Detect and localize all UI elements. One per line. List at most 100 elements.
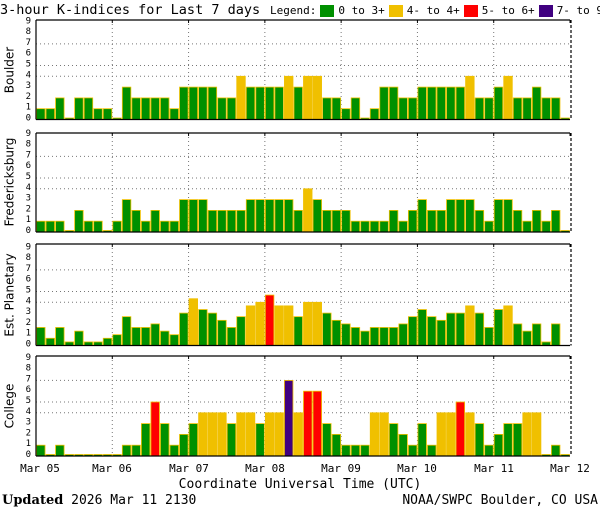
bar bbox=[398, 323, 408, 346]
bar bbox=[522, 412, 532, 457]
bar bbox=[551, 444, 561, 457]
bar bbox=[379, 327, 389, 346]
bar bbox=[74, 330, 84, 346]
bar bbox=[493, 309, 504, 346]
bar bbox=[121, 444, 132, 457]
legend-entry: 0 to 3+ bbox=[338, 4, 385, 17]
x-tick-label: Mar 12 bbox=[550, 462, 590, 475]
bar bbox=[322, 97, 332, 120]
bar bbox=[284, 75, 294, 120]
bar bbox=[236, 412, 246, 457]
y-tick-label: 7 bbox=[26, 150, 31, 160]
y-tick-label: 0 bbox=[26, 114, 31, 124]
bar bbox=[284, 305, 294, 346]
bar bbox=[446, 86, 456, 120]
x-tick-label: Mar 09 bbox=[321, 462, 361, 475]
y-axis-label-fredericksburg: Fredericksburg bbox=[2, 137, 17, 227]
legend-entry: 4- to 4+ bbox=[406, 4, 460, 17]
bar bbox=[226, 97, 237, 120]
bar bbox=[369, 327, 380, 346]
bar bbox=[417, 199, 427, 233]
bar bbox=[322, 312, 332, 346]
bar bbox=[245, 305, 256, 346]
y-tick-label: 5 bbox=[26, 396, 31, 406]
bar bbox=[217, 412, 227, 457]
bar bbox=[379, 220, 389, 233]
bar bbox=[388, 209, 399, 233]
bar bbox=[236, 75, 246, 120]
bar bbox=[341, 209, 351, 233]
y-axis-label-boulder: Boulder bbox=[2, 46, 17, 94]
bar bbox=[121, 199, 132, 233]
bar bbox=[398, 220, 408, 233]
bar bbox=[160, 330, 170, 346]
bar bbox=[455, 401, 466, 457]
bar bbox=[36, 220, 46, 233]
x-tick-label: Mar 08 bbox=[245, 462, 285, 475]
bar bbox=[55, 444, 65, 457]
updated-stamp: Updated 2026 Mar 11 2130 bbox=[2, 494, 196, 508]
bar bbox=[93, 220, 103, 233]
bar bbox=[465, 412, 475, 457]
bar bbox=[350, 97, 361, 120]
bar bbox=[198, 199, 208, 233]
bar bbox=[217, 97, 227, 120]
bar bbox=[293, 86, 303, 120]
bar bbox=[474, 97, 485, 120]
bar bbox=[179, 199, 189, 233]
bar bbox=[379, 412, 389, 457]
bar bbox=[369, 220, 380, 233]
bar bbox=[427, 316, 437, 346]
y-tick-label: 0 bbox=[26, 340, 31, 350]
bar bbox=[140, 327, 151, 346]
bar bbox=[512, 97, 523, 120]
bar bbox=[131, 97, 141, 120]
bar bbox=[512, 209, 523, 233]
y-tick-label: 9 bbox=[26, 129, 31, 139]
bar bbox=[322, 209, 332, 233]
bar bbox=[360, 330, 370, 346]
bar bbox=[45, 220, 55, 233]
bar bbox=[207, 312, 218, 346]
y-tick-label: 2 bbox=[26, 204, 31, 214]
y-axis-label-est-planetary: Est. Planetary bbox=[2, 253, 17, 337]
bar bbox=[407, 209, 418, 233]
bar bbox=[369, 108, 380, 120]
y-tick-label: 7 bbox=[26, 264, 31, 274]
bar bbox=[45, 337, 55, 346]
bar bbox=[140, 97, 151, 120]
bar bbox=[217, 319, 227, 346]
bar bbox=[465, 199, 475, 233]
y-tick-label: 1 bbox=[26, 215, 31, 225]
bar bbox=[150, 209, 160, 233]
bar bbox=[188, 199, 199, 233]
y-tick-label: 4 bbox=[26, 407, 31, 417]
bar bbox=[140, 423, 151, 457]
bar bbox=[493, 199, 504, 233]
bar bbox=[93, 108, 103, 120]
bar bbox=[179, 312, 189, 346]
bar bbox=[417, 86, 427, 120]
bar bbox=[264, 412, 275, 457]
bar bbox=[331, 97, 342, 120]
bar bbox=[427, 209, 437, 233]
bar bbox=[255, 301, 265, 346]
y-tick-label: 6 bbox=[26, 49, 31, 59]
bar bbox=[503, 305, 513, 346]
bar bbox=[303, 188, 313, 233]
bar bbox=[264, 86, 275, 120]
bar bbox=[207, 86, 218, 120]
bar bbox=[102, 108, 113, 120]
bar bbox=[217, 209, 227, 233]
y-tick-label: 9 bbox=[26, 16, 31, 26]
bar bbox=[160, 423, 170, 457]
updated-label: Updated bbox=[2, 493, 64, 508]
bar bbox=[350, 220, 361, 233]
bar bbox=[188, 86, 199, 120]
y-tick-label: 5 bbox=[26, 172, 31, 182]
bar bbox=[503, 75, 513, 120]
bar bbox=[303, 390, 313, 457]
bar bbox=[531, 86, 542, 120]
legend-entry: 5- to 6+ bbox=[481, 4, 535, 17]
bar bbox=[465, 305, 475, 346]
